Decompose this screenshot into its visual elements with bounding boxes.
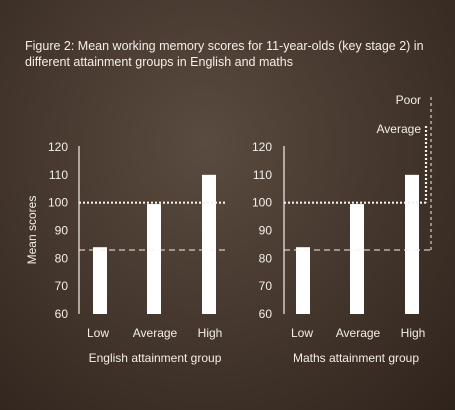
x-tick-label: High [198, 326, 223, 340]
y-tick-label: 80 [55, 251, 69, 265]
y-tick-label: 60 [259, 307, 273, 321]
y-tick-label: 70 [55, 279, 69, 293]
y-tick-label: 110 [49, 168, 68, 182]
plots-group: 60 70 80 90 100 110 120 Low Average High English a… [25, 140, 432, 365]
x-tick-label: Low [291, 326, 313, 340]
x-axis-label: English attainment group [89, 351, 222, 365]
x-tick-label: High [401, 326, 426, 340]
x-tick-label: Average [133, 326, 178, 340]
bar-high [202, 174, 216, 314]
x-tick-label: Average [336, 326, 381, 340]
bar-low [296, 247, 310, 314]
y-tick-label: 120 [48, 140, 68, 154]
x-axis-label: Maths attainment group [293, 351, 419, 365]
y-tick-label: 60 [55, 307, 69, 321]
y-tick-label: 100 [48, 196, 68, 210]
bar-average [147, 204, 161, 314]
y-tick-label: 90 [55, 224, 69, 238]
x-tick-label: Low [87, 326, 109, 340]
annotation-average: Average [377, 122, 422, 136]
y-axis-label: Mean scores [25, 196, 39, 265]
bar-average [350, 204, 364, 314]
y-tick-label: 80 [259, 251, 273, 265]
annotations-group: Poor Average [377, 93, 432, 250]
y-tick-label: 70 [259, 279, 273, 293]
annotation-poor: Poor [396, 93, 421, 107]
y-tick-label: 100 [252, 196, 272, 210]
y-tick-label: 90 [259, 224, 273, 238]
y-tick-label: 120 [252, 140, 272, 154]
figure-caption: Figure 2: Mean working memory scores for… [25, 39, 424, 69]
bar-low [93, 247, 107, 314]
y-tick-label: 110 [253, 168, 272, 182]
bar-high [405, 174, 419, 314]
